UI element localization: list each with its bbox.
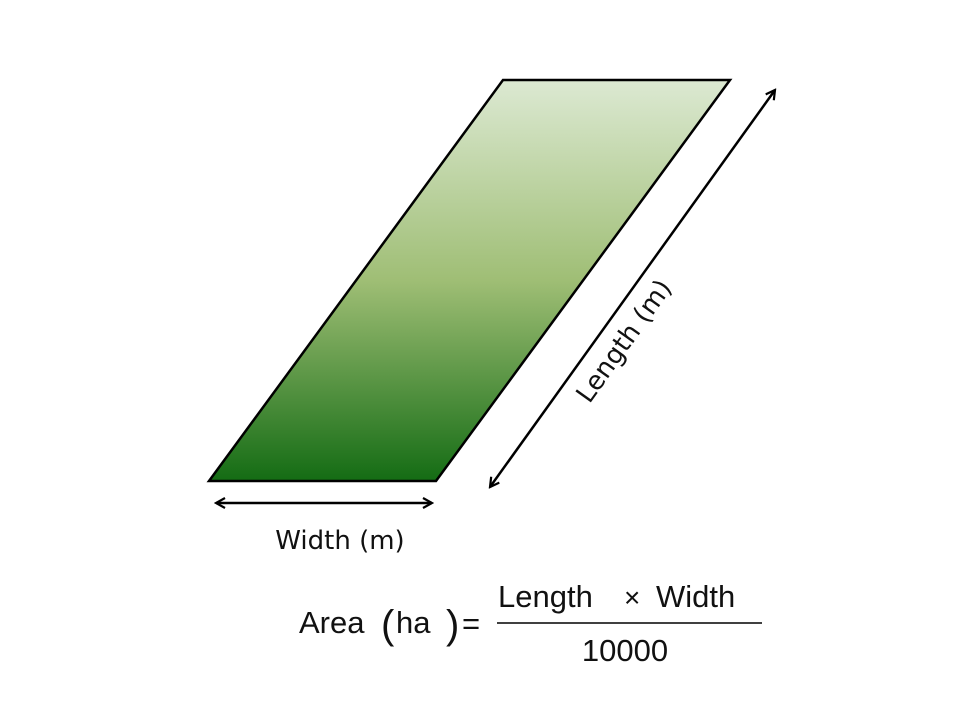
formula-times: ×: [624, 582, 640, 613]
length-arrow: [490, 90, 775, 487]
length-label: Length (m): [571, 274, 679, 408]
formula-area-word: Area: [299, 605, 365, 640]
formula-denominator: 10000: [582, 633, 668, 668]
formula-equals: =: [462, 606, 480, 641]
formula-close-paren: ): [446, 603, 459, 647]
formula-open-paren: (: [381, 603, 395, 647]
formula-numerator-width: Width: [656, 579, 735, 614]
area-formula: Area ( ha ) = Length × Width 10000: [299, 579, 762, 668]
formula-numerator-length: Length: [498, 579, 593, 614]
width-label: Width (m): [275, 526, 404, 556]
formula-unit: ha: [396, 605, 431, 640]
